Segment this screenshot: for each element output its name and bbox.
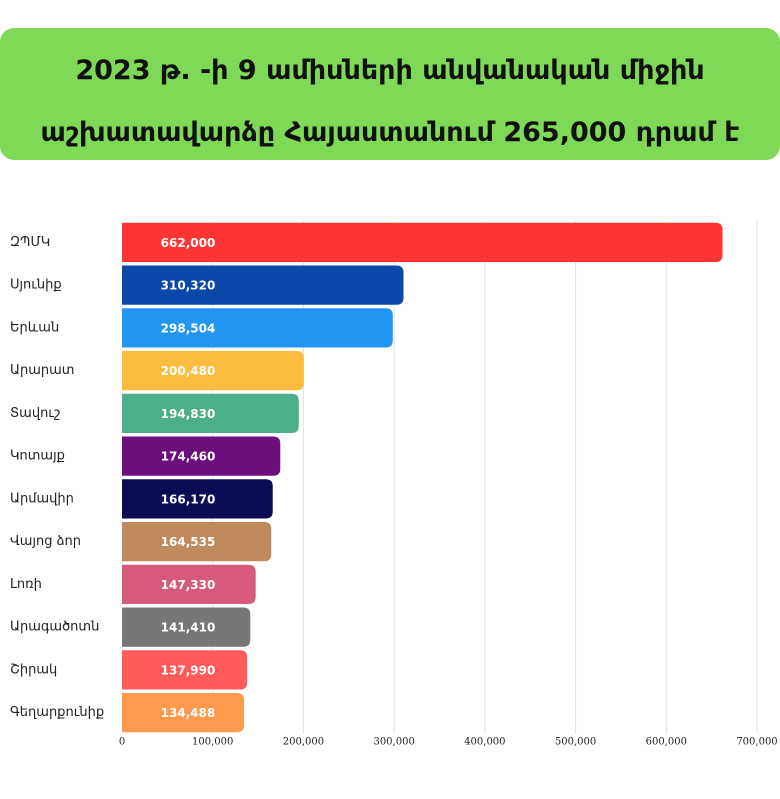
value-label: 147,330: [161, 578, 216, 592]
bar: [122, 607, 251, 647]
x-tick-label: 100,000: [192, 737, 233, 748]
value-label: 310,320: [161, 279, 216, 293]
value-label: 662,000: [161, 236, 216, 250]
title-banner: [0, 28, 780, 160]
x-tick-label: 500,000: [555, 737, 596, 748]
y-tick-label: Արարատ: [10, 363, 74, 378]
y-tick-label: Գեղարքունիք: [10, 705, 104, 720]
bar: [122, 436, 281, 476]
value-label: 137,990: [161, 663, 216, 677]
bar: [122, 564, 256, 605]
bar: [122, 222, 723, 263]
y-tick-label: Տավուշ: [10, 406, 60, 421]
y-tick-label: Արագածոտն: [10, 620, 99, 635]
value-label: 164,535: [161, 535, 216, 549]
y-tick-label: Կոտայք: [10, 449, 65, 464]
x-tick-label: 400,000: [464, 737, 505, 748]
y-tick-label: Լոռի: [10, 577, 42, 592]
value-label: 166,170: [161, 492, 216, 506]
value-label: 141,410: [161, 621, 216, 635]
x-tick-label: 600,000: [646, 737, 687, 748]
y-tick-label: Արմավիր: [10, 491, 74, 506]
x-tick-label: 700,000: [736, 737, 777, 748]
value-label: 194,830: [161, 407, 216, 421]
bar: [122, 479, 273, 519]
y-tick-label: ԶՊՄԿ: [10, 235, 50, 250]
bar: [122, 393, 299, 434]
value-label: 174,460: [161, 450, 216, 464]
value-label: 134,488: [161, 706, 216, 720]
bar: [122, 650, 248, 690]
y-tick-label: Սյունիք: [10, 278, 62, 293]
y-tick-label: Վայոց ձոր: [10, 534, 81, 549]
x-tick-label: 200,000: [283, 737, 324, 748]
x-tick-label: 0: [119, 737, 125, 748]
x-tick-label: 300,000: [373, 737, 414, 748]
bar: [122, 350, 304, 391]
value-label: 200,480: [161, 364, 216, 378]
bar: [122, 521, 272, 562]
bar: [122, 308, 393, 348]
y-tick-label: Երևան: [10, 320, 59, 335]
bar: [122, 265, 404, 305]
value-label: 298,504: [161, 321, 216, 335]
y-tick-label: Շիրակ: [10, 662, 57, 677]
bar: [122, 692, 244, 733]
chart-title: 2023 թ. -ի 9 ամիսների անվանական միջին աշ…: [40, 55, 740, 148]
